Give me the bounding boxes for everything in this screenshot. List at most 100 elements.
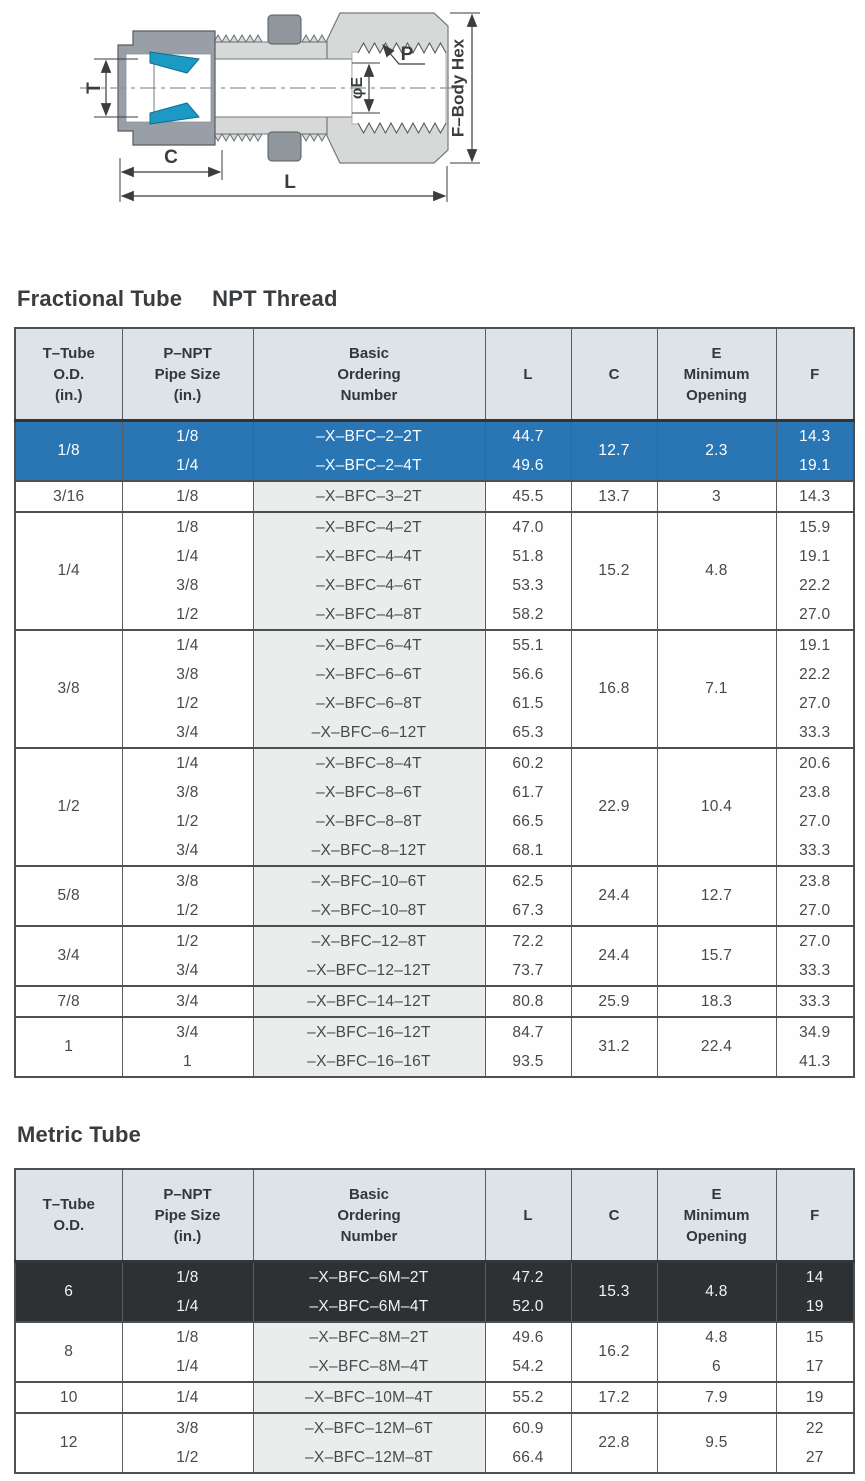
table-row: 1 –X–BFC–16–16T 93.5 41.3: [15, 1047, 854, 1077]
cell-pipe-size: 3/4: [121, 1016, 253, 1047]
cell-ordering-number: –X–BFC–8M–2T: [252, 1321, 485, 1352]
cell-pipe-size: 3/4: [121, 836, 253, 866]
cell-l: 47.2: [484, 1260, 571, 1292]
metric-title: Metric Tube: [17, 1122, 142, 1147]
cell-f: 19.1: [775, 629, 854, 660]
cell-e: 4.8: [656, 511, 776, 630]
table-row: 7/8 3/4 –X–BFC–14–12T 80.8 25.9 18.3 33.…: [14, 985, 854, 1017]
male-thread-bottom-2: [301, 132, 327, 143]
cell-pipe-size: 1: [121, 1047, 253, 1077]
cell-ordering-number: –X–BFC–6M–2T: [252, 1260, 485, 1292]
cell-c: 17.2: [570, 1381, 657, 1413]
cell-l: 55.2: [484, 1381, 571, 1413]
table-row: 1/2 –X–BFC–6–8T 61.5 27.0: [15, 689, 854, 718]
cell-pipe-size: 1/4: [121, 747, 253, 778]
column-header-od: T–Tube O.D.: [14, 1169, 122, 1263]
cell-f: 27.0: [775, 807, 854, 836]
cell-l: 66.4: [484, 1443, 571, 1473]
cell-f: 23.8: [775, 865, 854, 896]
cell-f: 14.3: [775, 419, 854, 451]
table-row: 3/16 1/8 –X–BFC–3–2T 45.5 13.7 3 14.3: [14, 480, 854, 512]
cell-ordering-number: –X–BFC–4–2T: [252, 511, 485, 542]
column-header-ordering-number: Basic Ordering Number: [252, 328, 485, 422]
cell-ordering-number: –X–BFC–12–8T: [252, 925, 485, 956]
cell-ordering-number: –X–BFC–16–16T: [252, 1047, 485, 1077]
column-header-l: L: [484, 328, 571, 422]
male-thread-top: [213, 33, 263, 44]
cell-ordering-number: –X–BFC–12M–8T: [252, 1443, 485, 1473]
fractional-title: Fractional Tube: [17, 286, 183, 311]
cell-pipe-size: 1/2: [121, 600, 253, 630]
header-row: T–Tube O.D. P–NPT Pipe Size (in.) Basic …: [14, 1169, 854, 1263]
female-thread-bottom: [357, 121, 447, 135]
cell-e: 18.3: [656, 985, 776, 1017]
cell-pipe-size: 3/8: [121, 778, 253, 807]
cell-pipe-size: 3/4: [121, 718, 253, 748]
dim-label-t: T: [84, 82, 105, 94]
cell-pipe-size: 1/2: [121, 896, 253, 926]
cell-l: 60.9: [484, 1412, 571, 1443]
table-row: 1/2 –X–BFC–12M–8T 66.4 27: [15, 1443, 854, 1473]
cell-e: 15.7: [656, 925, 776, 986]
cell-l: 56.6: [484, 660, 571, 689]
column-header-f: F: [775, 1169, 854, 1263]
cell-l: 93.5: [484, 1047, 571, 1077]
cell-ordering-number: –X–BFC–8–12T: [252, 836, 485, 866]
section-title-metric: Metric Tube: [17, 1122, 141, 1148]
column-header-e: E Minimum Opening: [656, 1169, 776, 1263]
cell-l: 73.7: [484, 956, 571, 986]
table-row: 3/4 –X–BFC–6–12T 65.3 33.3: [15, 718, 854, 748]
cell-l: 80.8: [484, 985, 571, 1017]
cell-l: 51.8: [484, 542, 571, 571]
cell-ordering-number: –X–BFC–8–8T: [252, 807, 485, 836]
cell-e: 12.7: [656, 865, 776, 926]
column-header-pipe-size: P–NPT Pipe Size (in.): [121, 1169, 253, 1263]
cell-od: 10: [14, 1381, 122, 1413]
cell-e: 4.8: [656, 1321, 776, 1352]
cell-l: 60.2: [484, 747, 571, 778]
panel-nut-bottom: [267, 131, 302, 162]
fractional-subtitle: NPT Thread: [212, 286, 338, 311]
table-row: 8 1/8 –X–BFC–8M–2T 49.6 16.2 4.8 15: [14, 1321, 854, 1382]
cell-f: 27.0: [775, 600, 854, 630]
ferrule-bottom: [149, 102, 200, 125]
cell-pipe-size: 1/4: [121, 542, 253, 571]
table-row: 3/8 –X–BFC–8–6T 61.7 23.8: [15, 778, 854, 807]
cell-c: 31.2: [570, 1016, 657, 1077]
header-row: T–Tube O.D. (in.) P–NPT Pipe Size (in.) …: [14, 328, 854, 422]
table-row: 1/4 –X–BFC–6M–4T 52.0 19: [15, 1292, 854, 1322]
column-header-ordering-number: Basic Ordering Number: [252, 1169, 485, 1263]
cell-c: 24.4: [570, 865, 657, 926]
cell-f: 27.0: [775, 896, 854, 926]
cell-pipe-size: 1/8: [121, 480, 253, 512]
cell-e: 9.5: [656, 1412, 776, 1473]
cell-l: 65.3: [484, 718, 571, 748]
column-header-pipe-size: P–NPT Pipe Size (in.): [121, 328, 253, 422]
cell-ordering-number: –X–BFC–4–6T: [252, 571, 485, 600]
cell-l: 67.3: [484, 896, 571, 926]
cell-e: 4.8: [656, 1260, 776, 1322]
cell-f: 19: [775, 1381, 854, 1413]
cell-l: 45.5: [484, 480, 571, 512]
cell-f: 15: [775, 1321, 854, 1352]
table-row: 1 3/4 –X–BFC–16–12T 84.7 31.2 22.4 34.9: [14, 1016, 854, 1077]
cell-l: 47.0: [484, 511, 571, 542]
cell-ordering-number: –X–BFC–12–12T: [252, 956, 485, 986]
table-row: 3/4 –X–BFC–12–12T 73.7 33.3: [15, 956, 854, 986]
male-thread-top-2: [301, 33, 327, 44]
cell-e: 2.3: [656, 419, 776, 481]
cell-ordering-number: –X–BFC–2–4T: [252, 451, 485, 481]
cell-od: 3/8: [14, 629, 122, 748]
table-row: 3/8 1/4 –X–BFC–6–4T 55.1 16.8 7.1 19.1: [14, 629, 854, 748]
cell-ordering-number: –X–BFC–2–2T: [252, 419, 485, 451]
cell-od: 3/16: [14, 480, 122, 512]
cell-c: 13.7: [570, 480, 657, 512]
table-row: 1/2 –X–BFC–10–8T 67.3 27.0: [15, 896, 854, 926]
cell-e: 10.4: [656, 747, 776, 866]
table-row: 1/4 –X–BFC–8M–4T 54.2 6 17: [15, 1352, 854, 1382]
cell-ordering-number: –X–BFC–8–6T: [252, 778, 485, 807]
cell-od: 8: [14, 1321, 122, 1382]
table-row: 3/4 –X–BFC–8–12T 68.1 33.3: [15, 836, 854, 866]
male-thread-bottom: [213, 132, 263, 143]
metric-table: T–Tube O.D. P–NPT Pipe Size (in.) Basic …: [14, 1168, 855, 1474]
